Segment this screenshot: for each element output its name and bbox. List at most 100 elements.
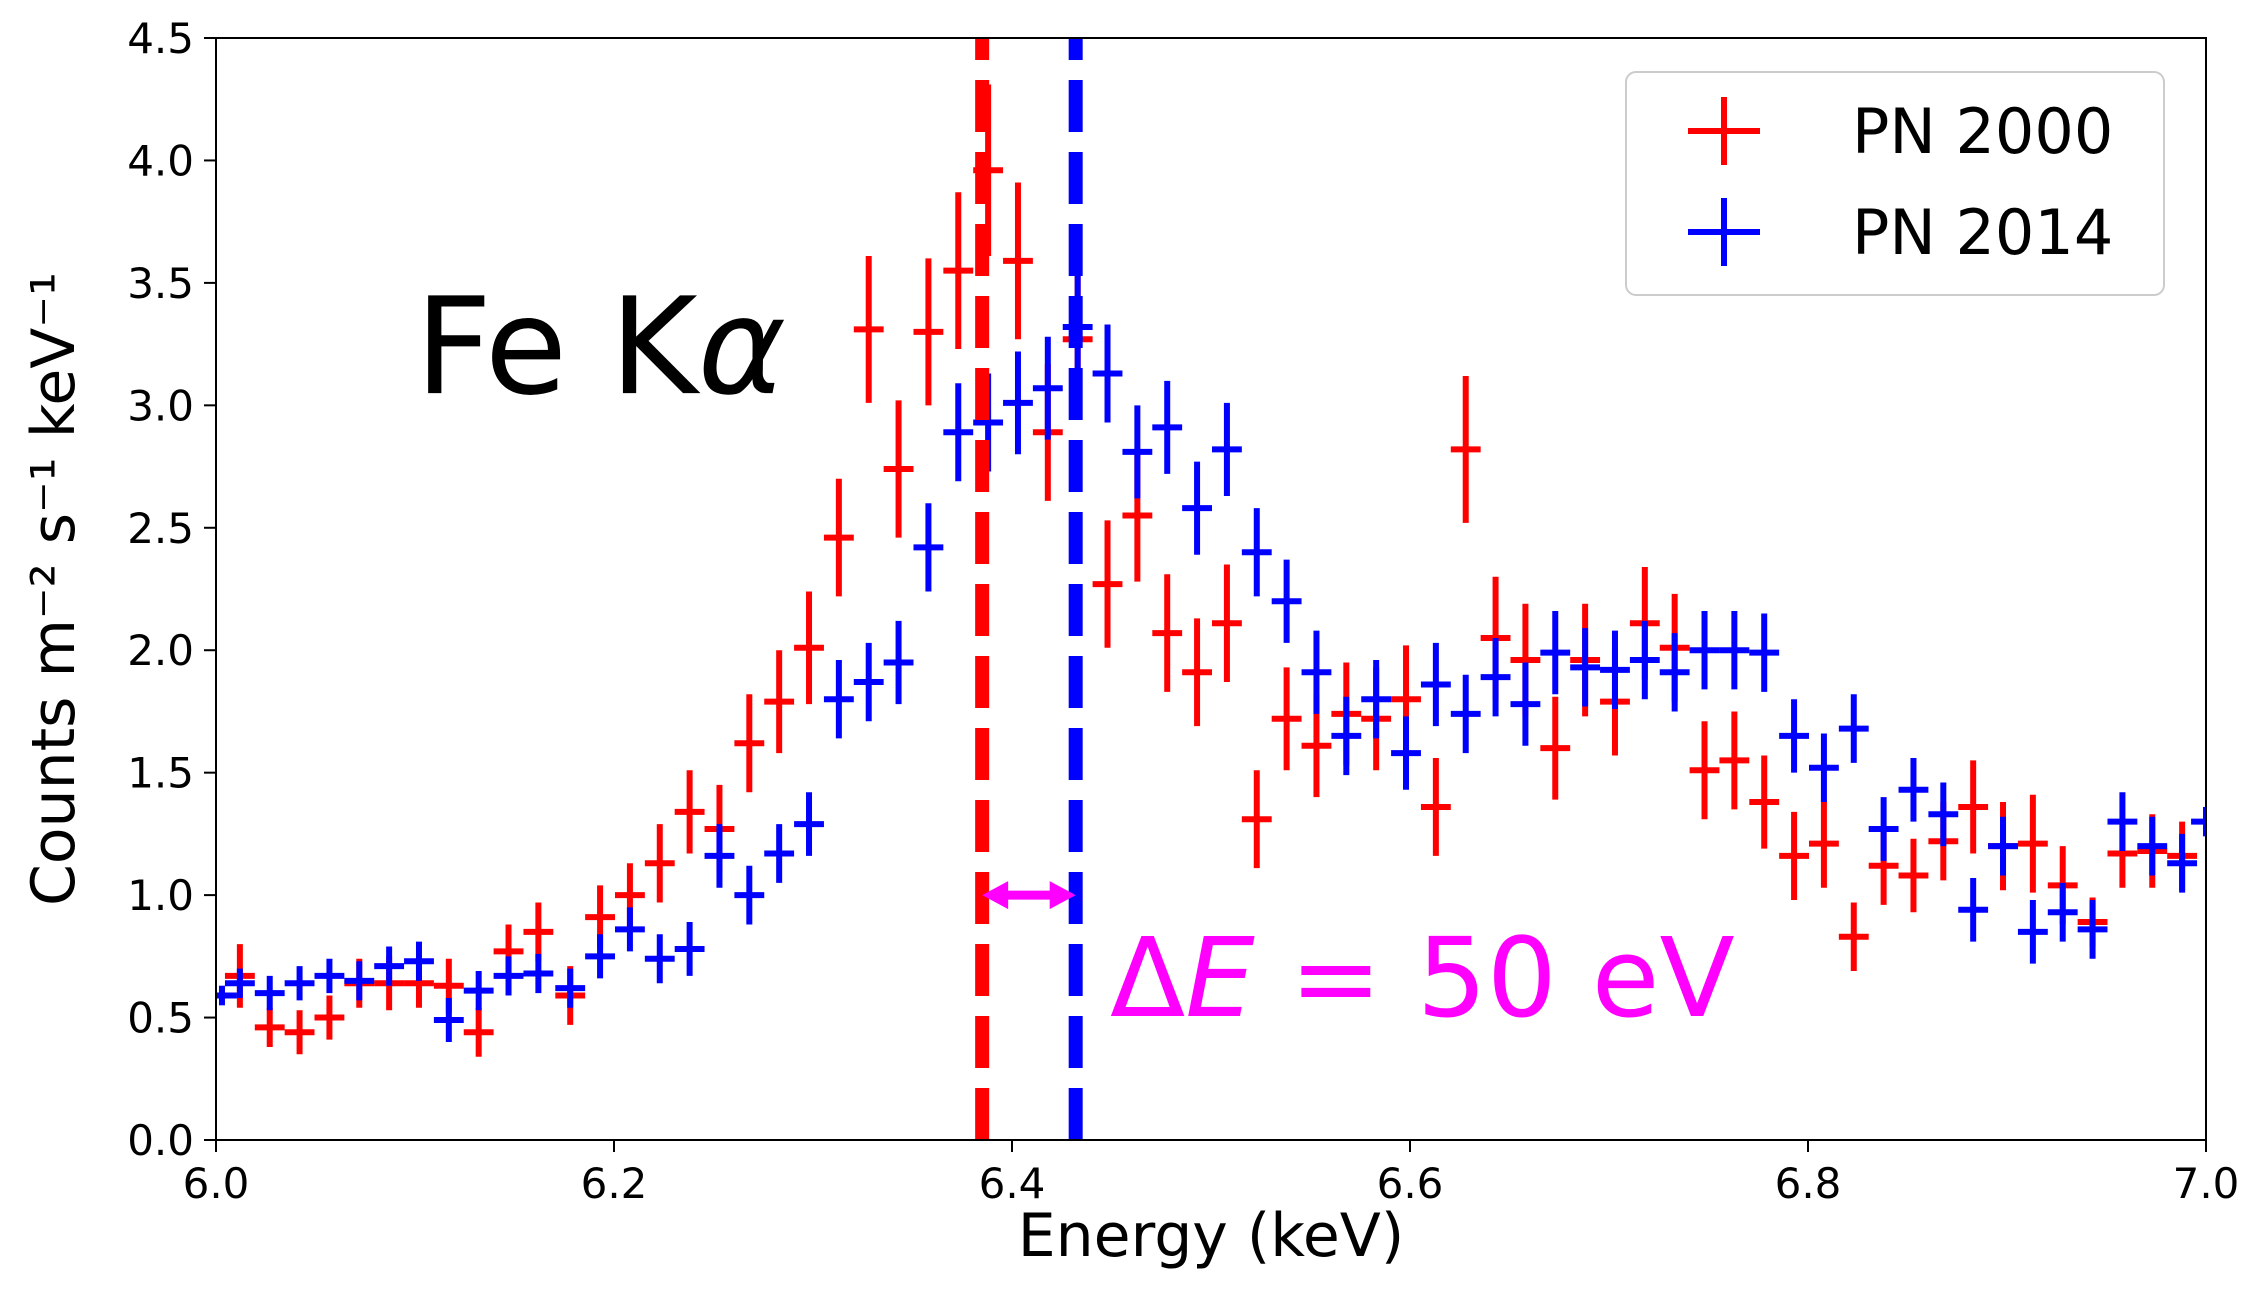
x-tick-label: 6.6 <box>1377 1159 1444 1208</box>
data-point <box>794 591 824 705</box>
data-point <box>1420 642 1451 727</box>
axes-frame <box>215 37 2207 1141</box>
data-point <box>1182 461 1212 555</box>
data-point <box>1689 721 1720 820</box>
data-point <box>1749 755 1780 849</box>
data-point <box>555 968 586 1008</box>
data-point <box>1211 564 1242 683</box>
data-point <box>734 865 765 925</box>
data-point <box>2047 882 2078 942</box>
data-point <box>2137 816 2168 876</box>
legend-entry: PN 2000 <box>1688 95 2113 168</box>
y-tick-label: 0.5 <box>127 994 194 1043</box>
data-point <box>1779 811 1809 901</box>
data-point <box>614 907 645 952</box>
data-point <box>314 958 345 994</box>
data-point <box>853 642 884 722</box>
data-point <box>1898 838 1929 913</box>
data-point <box>1241 508 1272 597</box>
plot-area <box>216 38 2206 1140</box>
data-point <box>523 902 554 962</box>
data-point <box>704 824 735 888</box>
delta-e-label: ΔE = 50 eV <box>1110 914 1735 1042</box>
series-pn-2014 <box>216 275 2206 1043</box>
x-tick-label: 6.4 <box>979 1159 1046 1208</box>
data-point <box>254 975 285 1011</box>
y-tick-label: 0.0 <box>127 1116 194 1165</box>
data-point <box>2017 900 2048 964</box>
data-point <box>1152 574 1183 692</box>
data-point <box>1659 633 1690 712</box>
data-point <box>1988 816 2018 876</box>
data-point <box>674 922 705 976</box>
y-tick-label: 4.0 <box>127 136 194 185</box>
data-point <box>1122 405 1153 499</box>
data-point <box>1779 699 1809 773</box>
data-point <box>2077 900 2108 959</box>
data-point <box>1928 782 1959 847</box>
data-point <box>1540 696 1571 800</box>
data-point <box>1719 611 1750 690</box>
data-point <box>585 934 615 979</box>
legend-box <box>1625 71 2165 296</box>
data-point <box>1808 799 1839 888</box>
y-tick-label: 1.5 <box>127 749 194 798</box>
data-point <box>1092 324 1123 423</box>
data-point <box>1152 380 1183 474</box>
data-point <box>1600 630 1630 709</box>
data-point <box>523 953 554 994</box>
data-point <box>913 258 944 406</box>
data-point <box>674 770 705 854</box>
data-point <box>1450 375 1481 523</box>
legend-entry: PN 2014 <box>1688 196 2113 269</box>
data-point <box>1570 628 1601 707</box>
x-axis-label: Energy (keV) <box>1018 1201 1405 1271</box>
data-point <box>734 694 765 793</box>
data-point <box>1958 760 1989 854</box>
arrow-head-right <box>1049 881 1076 910</box>
data-point <box>2167 833 2198 893</box>
data-point <box>1211 402 1242 496</box>
data-point <box>224 968 255 998</box>
data-point <box>1689 611 1720 690</box>
data-point <box>1420 757 1451 856</box>
data-point <box>1391 716 1421 790</box>
x-tick-label: 7.0 <box>2173 1159 2240 1208</box>
fe-k-alpha-label: Fe Kα <box>415 269 786 425</box>
delta-value: = 50 eV <box>1255 914 1735 1042</box>
y-tick-label: 2.5 <box>127 504 194 553</box>
data-point <box>1092 520 1123 648</box>
data-point <box>2191 806 2206 837</box>
data-point <box>1301 630 1332 714</box>
data-point <box>216 985 237 1006</box>
data-point <box>463 971 494 1011</box>
data-point <box>1182 618 1212 727</box>
data-point <box>1540 611 1571 695</box>
data-point <box>1868 797 1899 861</box>
data-point <box>1838 902 1869 972</box>
data-point <box>913 503 944 592</box>
data-point <box>883 620 914 705</box>
data-point <box>1958 877 1989 942</box>
data-point <box>794 792 824 856</box>
data-point <box>1271 667 1302 771</box>
y-tick-label: 2.0 <box>127 626 194 675</box>
data-point <box>823 478 854 597</box>
data-point <box>284 1010 315 1055</box>
delta-symbol: Δ <box>1110 914 1185 1042</box>
data-point <box>1629 620 1660 700</box>
y-tick-label: 4.5 <box>127 14 194 63</box>
data-point <box>314 995 345 1040</box>
alpha-symbol: α <box>698 269 786 425</box>
data-point <box>1241 770 1272 869</box>
x-axis: 6.0 6.2 6.4 6.6 6.8 7.0 <box>183 1140 2240 1208</box>
data-point <box>2107 792 2138 852</box>
delta-e-arrow <box>982 881 1076 910</box>
y-axis-label: Counts m⁻² s⁻¹ keV⁻¹ <box>19 272 89 906</box>
data-point <box>1808 733 1839 803</box>
data-point <box>254 1007 285 1047</box>
data-point <box>463 1007 494 1057</box>
data-point <box>1510 662 1541 746</box>
legend-label: PN 2014 <box>1852 196 2113 269</box>
data-point <box>943 383 974 482</box>
